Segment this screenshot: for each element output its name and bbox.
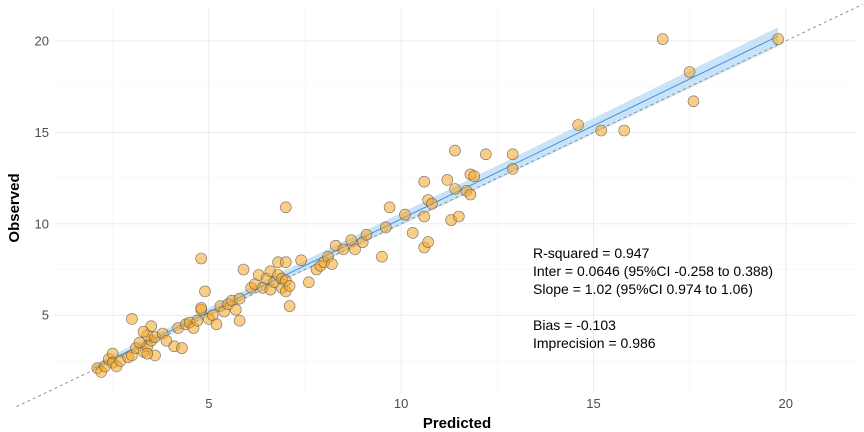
y-tick-label: 5 (42, 308, 49, 323)
data-point (360, 228, 373, 241)
data-point (399, 208, 411, 221)
data-point (283, 280, 296, 292)
data-point (295, 254, 308, 267)
imprecision-annotation: Imprecision = 0.986 (533, 335, 656, 351)
data-point (468, 170, 481, 182)
data-point (595, 124, 608, 137)
data-point (506, 148, 519, 161)
data-point (772, 33, 784, 45)
y-tick-label: 20 (35, 33, 49, 48)
data-point (126, 313, 138, 325)
x-tick-label: 20 (779, 396, 793, 411)
data-point (449, 183, 461, 195)
data-point (279, 201, 292, 214)
data-point (426, 197, 438, 210)
data-point (199, 285, 211, 298)
data-point (210, 318, 223, 331)
data-point (618, 124, 631, 137)
data-point (572, 119, 584, 131)
y-axis-title: Observed (6, 173, 23, 242)
y-tick-label: 15 (35, 125, 49, 140)
data-point (422, 236, 434, 248)
data-point (383, 201, 396, 214)
data-point (376, 250, 388, 263)
data-point (464, 188, 477, 201)
data-point (449, 144, 461, 157)
data-point (379, 221, 392, 234)
x-tick-labels: 5 10 15 20 (205, 396, 793, 411)
r-squared-annotation: R-squared = 0.947 (533, 245, 650, 261)
data-point (195, 302, 207, 314)
data-point (418, 175, 431, 188)
data-point (418, 210, 431, 223)
data-point (687, 95, 700, 108)
data-point (283, 300, 296, 312)
data-point (176, 342, 188, 354)
slope-annotation: Slope = 1.02 (95%CI 0.974 to 1.06) (533, 281, 753, 297)
points-group (91, 33, 784, 378)
data-point (137, 325, 150, 338)
data-point (230, 303, 242, 316)
x-axis-title: Predicted (423, 415, 491, 432)
bias-annotation: Bias = -0.103 (533, 317, 616, 333)
data-point (133, 336, 146, 349)
data-point (141, 347, 154, 360)
intercept-annotation: Inter = 0.0646 (95%CI -0.258 to 0.388) (533, 263, 773, 279)
data-point (656, 33, 669, 45)
data-point (233, 314, 246, 327)
y-tick-label: 10 (35, 216, 49, 231)
data-point (406, 227, 419, 239)
data-point (683, 66, 696, 78)
data-point (233, 292, 246, 305)
data-point (337, 243, 350, 256)
data-point (191, 314, 204, 327)
data-point (452, 210, 465, 223)
x-tick-label: 5 (205, 396, 212, 411)
x-tick-label: 10 (394, 396, 408, 411)
data-point (349, 243, 361, 256)
data-point (302, 276, 315, 289)
data-point (279, 256, 292, 269)
data-point (195, 252, 207, 265)
y-tick-labels: 5 10 15 20 (35, 33, 49, 322)
data-point (326, 258, 338, 270)
data-point (441, 174, 454, 186)
data-point (479, 148, 492, 161)
data-point (237, 263, 250, 276)
x-tick-label: 15 (586, 396, 600, 411)
data-point (506, 163, 519, 175)
